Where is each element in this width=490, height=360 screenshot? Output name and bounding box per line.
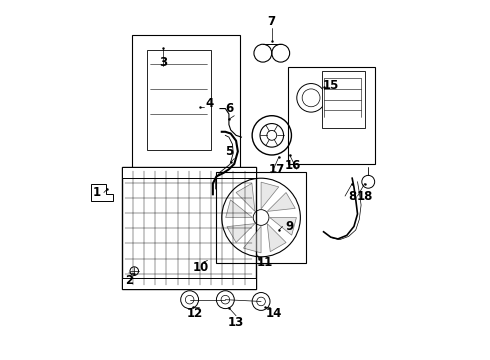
Bar: [122, 167, 256, 178]
Polygon shape: [227, 224, 255, 243]
Bar: [122, 167, 256, 289]
Bar: [132, 35, 240, 187]
Text: 14: 14: [266, 307, 282, 320]
Text: 15: 15: [322, 79, 339, 92]
Text: 13: 13: [228, 316, 244, 329]
Bar: [288, 67, 375, 164]
Text: 3: 3: [159, 55, 167, 69]
Text: 16: 16: [285, 159, 301, 172]
Text: 18: 18: [357, 190, 373, 203]
Polygon shape: [92, 184, 113, 202]
Text: 17: 17: [269, 163, 285, 176]
Polygon shape: [236, 183, 255, 211]
Polygon shape: [244, 226, 261, 253]
Text: 9: 9: [286, 220, 294, 233]
Text: 2: 2: [125, 274, 133, 287]
Bar: [122, 278, 256, 289]
Text: 1: 1: [93, 186, 101, 199]
Bar: [322, 71, 365, 128]
Text: 5: 5: [225, 145, 233, 158]
Polygon shape: [226, 200, 252, 217]
Polygon shape: [267, 193, 295, 211]
Polygon shape: [261, 182, 279, 209]
Text: 12: 12: [187, 307, 203, 320]
Text: 6: 6: [225, 102, 233, 115]
Text: 11: 11: [257, 256, 273, 269]
Polygon shape: [267, 224, 286, 252]
Text: 10: 10: [192, 261, 208, 274]
Text: 4: 4: [205, 97, 214, 110]
Bar: [216, 172, 306, 263]
Text: 8: 8: [348, 190, 356, 203]
Polygon shape: [270, 217, 296, 235]
Text: 7: 7: [268, 14, 276, 27]
Bar: [147, 50, 211, 150]
